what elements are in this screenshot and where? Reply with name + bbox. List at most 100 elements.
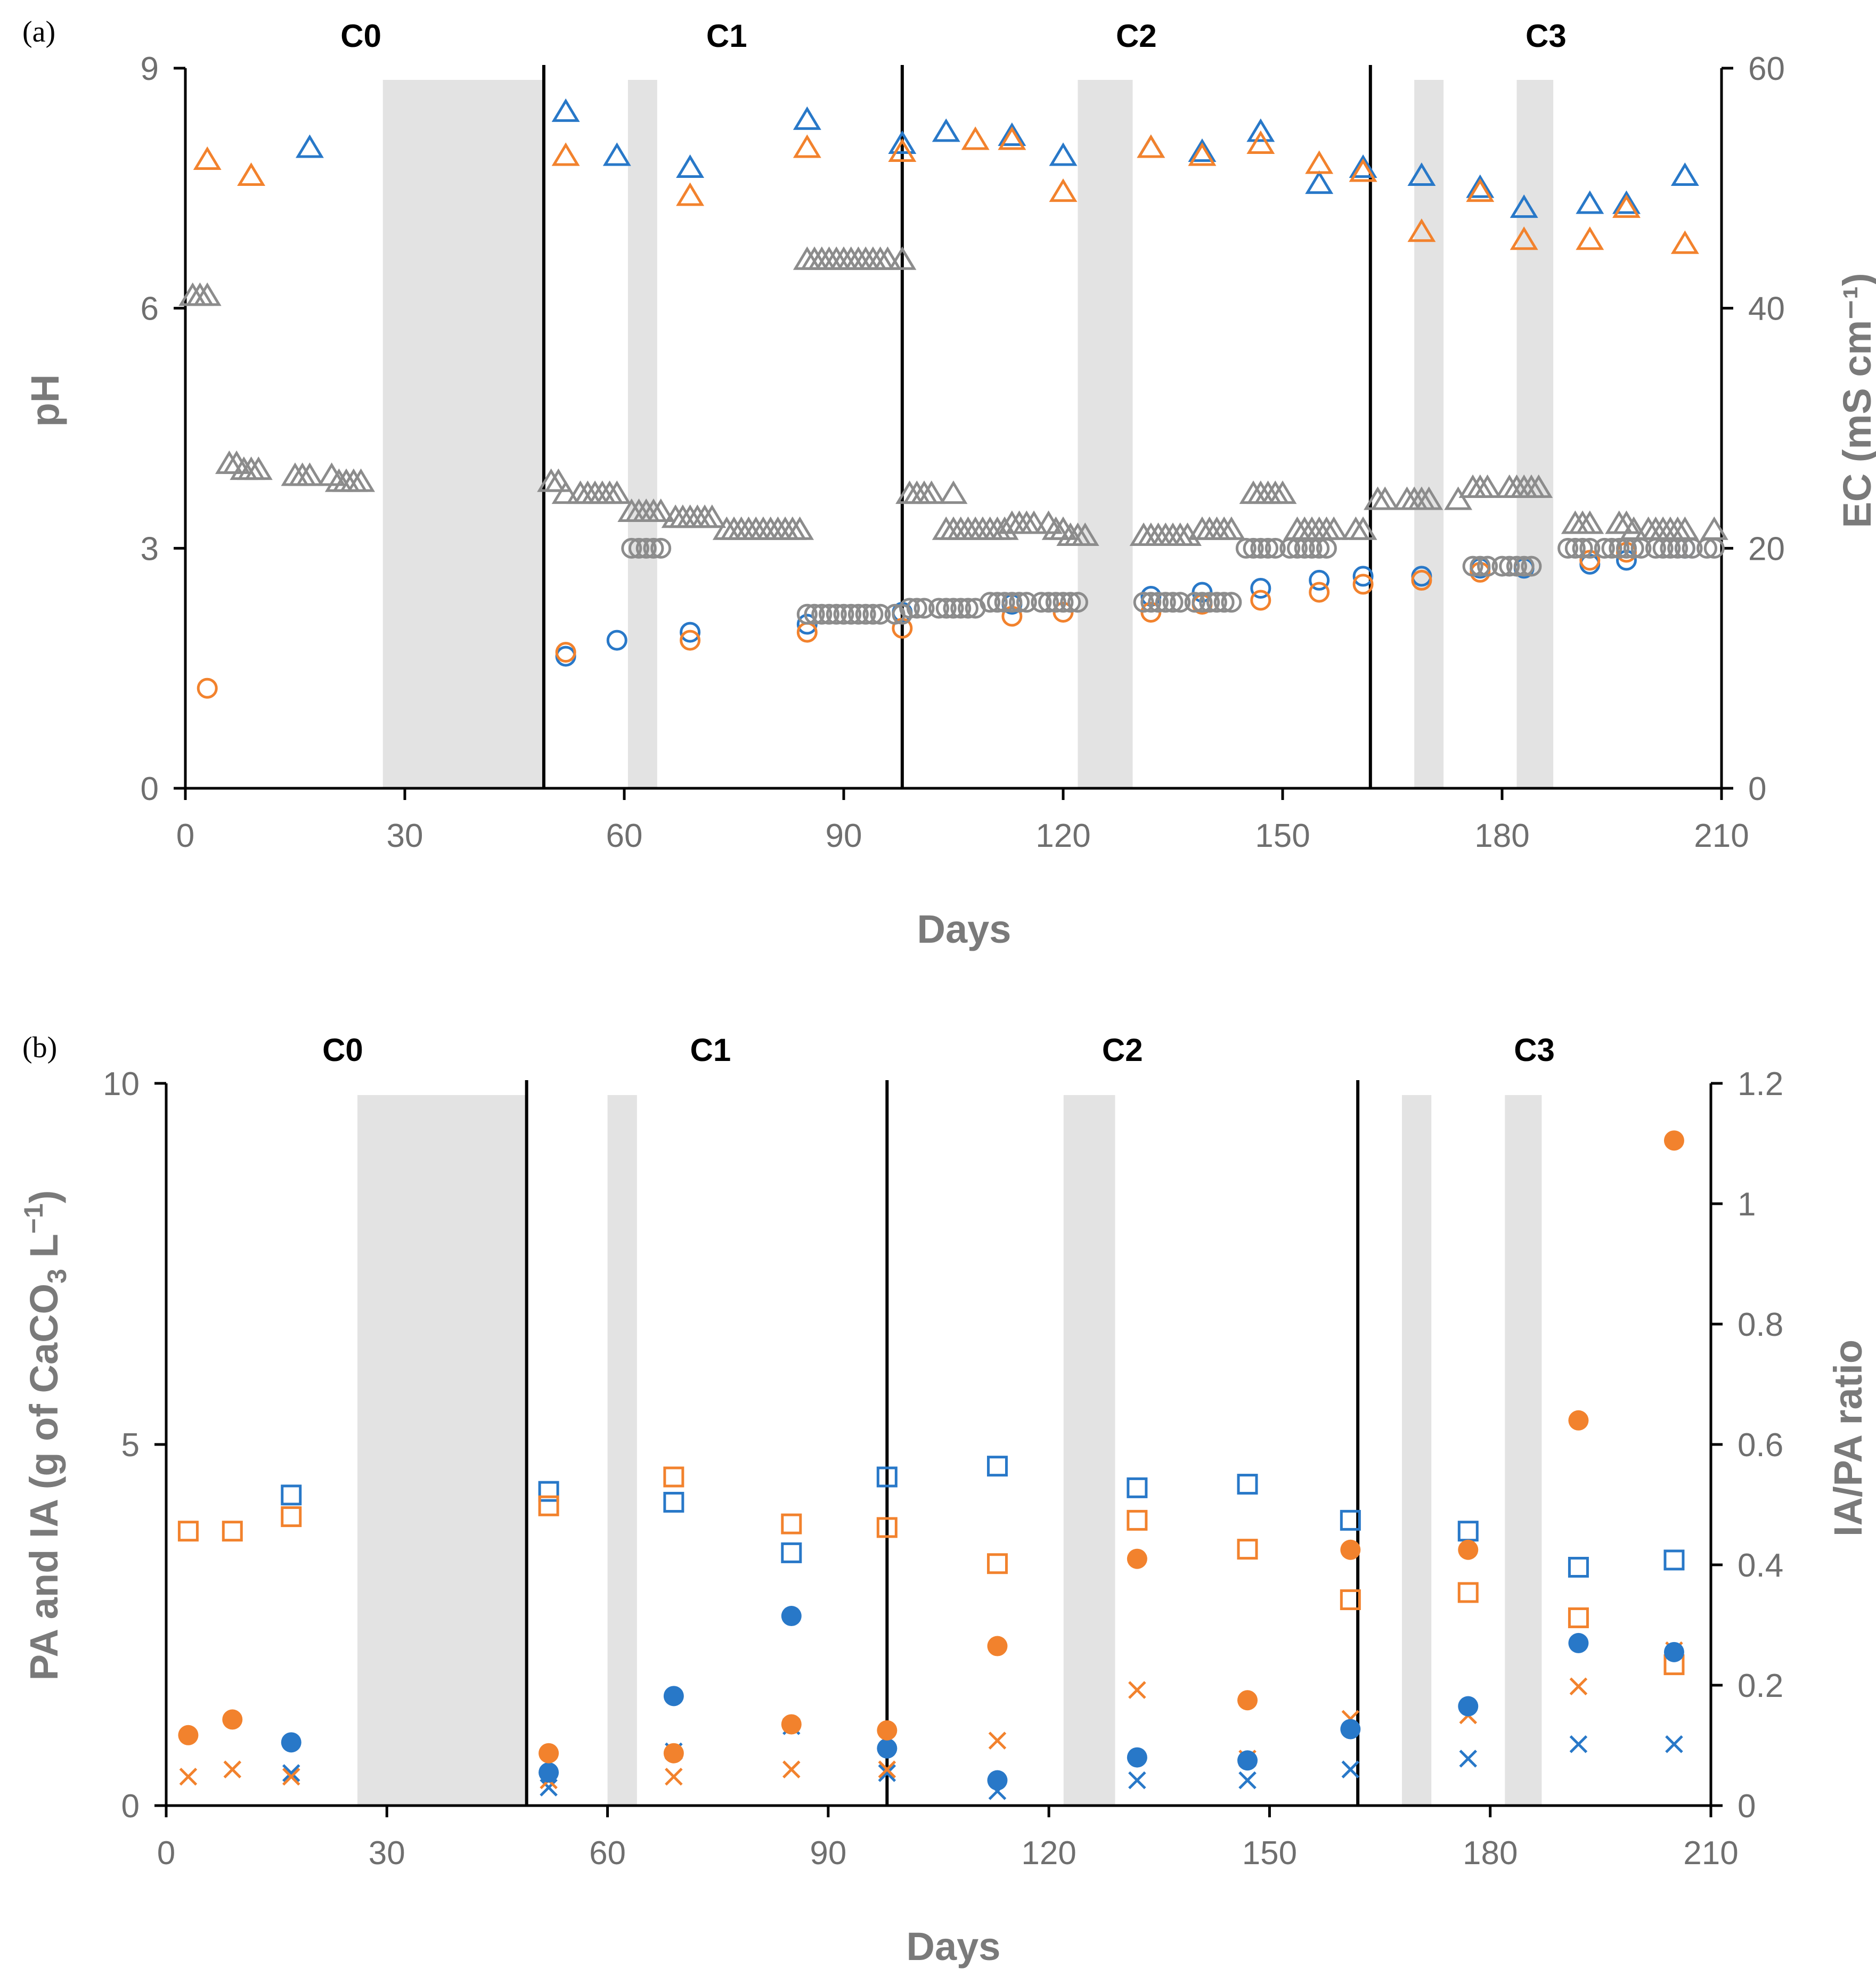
panel-a-point-circle-gray: [906, 598, 927, 619]
panel-b-point-cross-orange: [179, 1767, 198, 1786]
panel-a-point-circle-gray: [1009, 592, 1030, 613]
panel-a-point-circle-gray: [1060, 592, 1081, 613]
panel-a-point-circle-gray: [1477, 556, 1498, 577]
panel-a-point-triangle-blue: [296, 134, 324, 158]
panel-a-point-circle-gray: [1243, 537, 1264, 559]
panel-b-point-dot-blue: [1237, 1750, 1258, 1771]
panel-b-shaded-region-2: [1063, 1095, 1115, 1806]
panel-a-x-tick-label-0: 0: [176, 818, 194, 854]
panel-a-point-triangle-orange: [998, 126, 1026, 150]
panel-a-point-circle-gray: [957, 598, 978, 619]
panel-a-point-triangle-orange: [888, 138, 917, 162]
panel-b-point-cross-blue: [282, 1764, 300, 1782]
panel-a-point-circle-gray: [1286, 537, 1308, 559]
panel-a-point-circle-gray: [1294, 537, 1315, 559]
panel-b-point-dot-orange: [539, 1743, 559, 1763]
panel-a-point-circle-gray: [796, 603, 818, 625]
panel-b-y-tick-label-0: 0: [121, 1788, 140, 1825]
panel-a-point-circle-gray: [1045, 592, 1066, 613]
panel-a-point-triangle-blue: [793, 106, 821, 130]
panel-a-point-circle-gray: [1235, 537, 1257, 559]
panel-a-point-circle-gray: [994, 592, 1015, 613]
panel-b-point-square-orange: [781, 1513, 802, 1534]
panel-b-point-dot-blue: [663, 1686, 684, 1707]
panel-b-phase-dividers: [525, 1080, 1360, 1806]
panel-b-point-dot-orange: [1127, 1548, 1147, 1569]
panel-a-point-triangle-orange: [1670, 230, 1699, 254]
panel-a-point-triangle-blue: [1137, 134, 1165, 158]
panel-a-point-circle-gray: [1213, 592, 1235, 613]
panel-b-point-dot-blue: [539, 1762, 559, 1783]
panel-a-point-triangle-orange: [961, 126, 990, 150]
panel-a-point-circle-gray: [621, 537, 642, 559]
panel-a-y-tick-label-0: 0: [141, 771, 159, 807]
panel-b-point-cross-blue: [1128, 1771, 1146, 1790]
panel-a-point-circle-gray: [1564, 537, 1586, 559]
panel-a-point-circle-gray: [628, 537, 649, 559]
panel-a-point-circle-gray: [1279, 537, 1301, 559]
panel-b-point-dot-orange: [877, 1720, 898, 1741]
panel-b-point-dot-orange: [1458, 1539, 1479, 1560]
panel-b-shaded-region-3: [1402, 1095, 1432, 1806]
panel-a-point-circle-gray: [1696, 537, 1718, 559]
panel-b-y2-tick-label-5: 1: [1738, 1186, 1756, 1223]
panel-a-point-triangle-blue: [1246, 118, 1275, 142]
panel-a-point-circle-gray: [1623, 537, 1644, 559]
panel-b-x-tick-label-2: 60: [589, 1835, 626, 1872]
panel-a-point-triangle-orange: [193, 146, 222, 170]
panel-a-point-circle-gray: [1660, 537, 1681, 559]
panel-b-point-square-orange: [876, 1517, 898, 1538]
panel-a-point-triangle-blue: [1407, 162, 1436, 186]
panel-b-point-cross-orange: [223, 1760, 242, 1778]
panel-a-point-triangle-blue: [1510, 194, 1538, 218]
panel-a-point-triangle-blue: [1049, 142, 1078, 166]
panel-a-point-triangle-gray: [1576, 510, 1604, 534]
panel-b-x-tick-label-1: 30: [369, 1835, 405, 1872]
panel-a-shaded-region-1: [627, 80, 657, 788]
panel-b-point-dot-orange: [222, 1709, 243, 1730]
panel-b-point-square-blue: [876, 1466, 898, 1488]
panel-a-shaded-region-3: [1414, 80, 1444, 788]
panel-a-point-circle-gray: [1470, 556, 1491, 577]
panel-a-point-triangle-gray: [1217, 516, 1246, 540]
panel-a-shaded-region-2: [1078, 80, 1133, 788]
panel-a-point-circle-gray: [1652, 537, 1674, 559]
panel-b-point-cross-orange: [782, 1760, 801, 1778]
panel-b-point-square-blue: [781, 1542, 802, 1563]
panel-b-x-tick-label-7: 210: [1683, 1835, 1738, 1872]
panel-b-point-cross-orange: [1569, 1677, 1588, 1696]
panel-b-y2-tick-label-6: 1.2: [1738, 1066, 1783, 1103]
panel-b-y-axis-title-sup: −1: [19, 1203, 48, 1234]
panel-a-point-triangle-orange: [1407, 218, 1436, 242]
panel-a-shaded-region-4: [1516, 80, 1554, 788]
panel-b-phase-label-c1: C1: [690, 1032, 731, 1068]
panel-a-point-circle-orange: [1411, 569, 1432, 591]
panel-a-y-tick-label-3: 9: [141, 51, 159, 87]
panel-b-y2-tick-label-0: 0: [1738, 1788, 1756, 1825]
panel-a-point-circle-orange: [197, 677, 218, 699]
panel-b-point-dot-orange: [987, 1636, 1008, 1656]
panel-a-y-axis-title: pH: [23, 374, 67, 427]
panel-b-point-square-orange: [1340, 1589, 1361, 1611]
panel-a-point-circle-gray: [1140, 592, 1162, 613]
panel-a-point-triangle-gray: [1268, 480, 1297, 504]
panel-a-point-triangle-gray: [1444, 486, 1473, 510]
panel-a-axes: [174, 67, 1733, 800]
panel-a-point-circle-gray: [635, 537, 657, 559]
panel-b-x-tick-label-4: 120: [1021, 1835, 1076, 1872]
panel-b-shaded-regions: [357, 1095, 1542, 1806]
panel-a-point-circle-gray: [950, 598, 972, 619]
panel-a-point-circle-blue: [606, 630, 627, 651]
panel-a-point-circle-gray: [1250, 537, 1271, 559]
panel-b-point-dot-orange: [663, 1743, 684, 1763]
panel-a-point-triangle-gray: [551, 480, 580, 504]
panel-a-point-circle-gray: [1221, 592, 1242, 613]
panel-a-point-circle-gray: [1645, 537, 1666, 559]
panel-a-point-circle-gray: [841, 603, 862, 625]
panel-a-x-tick-label-3: 90: [826, 818, 862, 854]
panel-a-point-circle-gray: [1462, 556, 1483, 577]
panel-b-point-square-blue: [1340, 1509, 1361, 1531]
panel-b-point-square-orange: [663, 1466, 684, 1488]
